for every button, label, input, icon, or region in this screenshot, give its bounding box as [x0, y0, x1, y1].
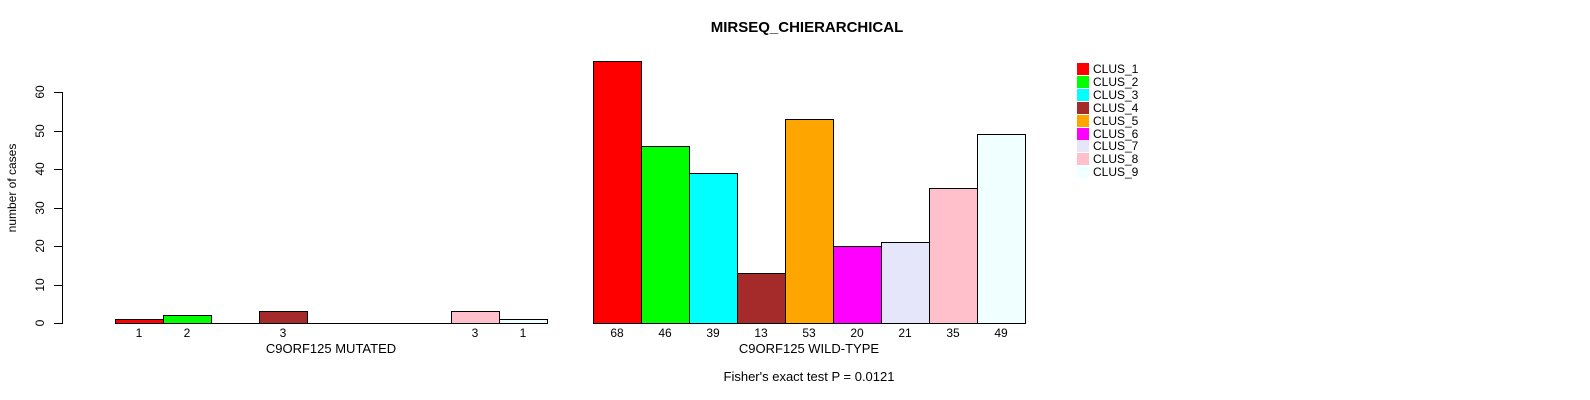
- legend-swatch-CLUS_2: [1077, 76, 1089, 88]
- legend-label-CLUS_8: CLUS_8: [1093, 152, 1139, 166]
- legend-swatch-CLUS_9: [1077, 166, 1089, 178]
- y-tick-label-30: 30: [33, 201, 47, 215]
- bar-label-CLUS_1-group-1: 68: [610, 326, 624, 340]
- y-tick-50: [54, 131, 62, 132]
- bar-label-CLUS_9-group-1: 49: [994, 326, 1008, 340]
- legend-label-CLUS_2: CLUS_2: [1093, 75, 1139, 89]
- y-tick-20: [54, 246, 62, 247]
- bar-CLUS_1-group-0: [115, 319, 164, 324]
- bar-label-CLUS_6-group-1: 20: [850, 326, 864, 340]
- y-tick-label-60: 60: [33, 85, 47, 99]
- bar-label-CLUS_4-group-1: 13: [754, 326, 768, 340]
- legend-swatch-CLUS_5: [1077, 115, 1089, 127]
- y-axis-label: number of cases: [5, 143, 19, 233]
- bar-CLUS_6-group-1: [833, 246, 882, 324]
- bar-CLUS_7-group-1: [881, 242, 930, 324]
- bar-CLUS_4-group-0: [259, 311, 308, 324]
- fisher-test-annotation: Fisher's exact test P = 0.0121: [723, 369, 895, 384]
- bar-CLUS_5-group-1: [785, 119, 834, 324]
- x-axis-label-wildtype: C9ORF125 WILD-TYPE: [738, 341, 880, 356]
- legend-label-CLUS_3: CLUS_3: [1093, 88, 1139, 102]
- bar-CLUS_8-group-1: [929, 188, 978, 324]
- legend-swatch-CLUS_3: [1077, 89, 1089, 101]
- bar-CLUS_8-group-0: [451, 311, 500, 324]
- y-tick-60: [54, 92, 62, 93]
- bar-label-CLUS_9-group-0: 1: [519, 326, 527, 340]
- bar-CLUS_1-group-1: [593, 61, 642, 324]
- y-axis-line: [62, 92, 63, 324]
- y-tick-30: [54, 208, 62, 209]
- legend-label-CLUS_9: CLUS_9: [1093, 165, 1139, 179]
- bar-CLUS_9-group-1: [977, 134, 1026, 324]
- legend-label-CLUS_5: CLUS_5: [1093, 114, 1139, 128]
- bar-CLUS_2-group-1: [641, 146, 690, 324]
- y-tick-10: [54, 285, 62, 286]
- y-tick-label-20: 20: [33, 239, 47, 253]
- bar-CLUS_2-group-0: [163, 315, 212, 324]
- x-baseline-group-0: [115, 323, 548, 324]
- bar-label-CLUS_8-group-0: 3: [471, 326, 479, 340]
- bar-label-CLUS_2-group-0: 2: [183, 326, 191, 340]
- legend-swatch-CLUS_6: [1077, 128, 1089, 140]
- y-tick-label-40: 40: [33, 162, 47, 176]
- legend-swatch-CLUS_7: [1077, 140, 1089, 152]
- bar-label-CLUS_8-group-1: 35: [946, 326, 960, 340]
- legend-label-CLUS_4: CLUS_4: [1093, 101, 1139, 115]
- bar-label-CLUS_4-group-0: 3: [279, 326, 287, 340]
- legend-label-CLUS_1: CLUS_1: [1093, 62, 1139, 76]
- bar-label-CLUS_7-group-1: 21: [898, 326, 912, 340]
- bar-label-CLUS_5-group-1: 53: [802, 326, 816, 340]
- bar-CLUS_9-group-0: [499, 319, 548, 324]
- bar-CLUS_3-group-1: [689, 173, 738, 324]
- y-tick-0: [54, 323, 62, 324]
- chart-title: MIRSEQ_CHIERARCHICAL: [710, 19, 904, 36]
- y-tick-label-0: 0: [33, 319, 47, 327]
- y-tick-40: [54, 169, 62, 170]
- legend-swatch-CLUS_8: [1077, 153, 1089, 165]
- bar-CLUS_4-group-1: [737, 273, 786, 324]
- legend-swatch-CLUS_1: [1077, 63, 1089, 75]
- y-tick-label-50: 50: [33, 124, 47, 138]
- legend-label-CLUS_7: CLUS_7: [1093, 139, 1139, 153]
- x-axis-label-mutated: C9ORF125 MUTATED: [265, 341, 397, 356]
- bar-label-CLUS_3-group-1: 39: [706, 326, 720, 340]
- bar-label-CLUS_1-group-0: 1: [135, 326, 143, 340]
- legend-swatch-CLUS_4: [1077, 102, 1089, 114]
- y-tick-label-10: 10: [33, 278, 47, 292]
- legend-label-CLUS_6: CLUS_6: [1093, 127, 1139, 141]
- bar-label-CLUS_2-group-1: 46: [658, 326, 672, 340]
